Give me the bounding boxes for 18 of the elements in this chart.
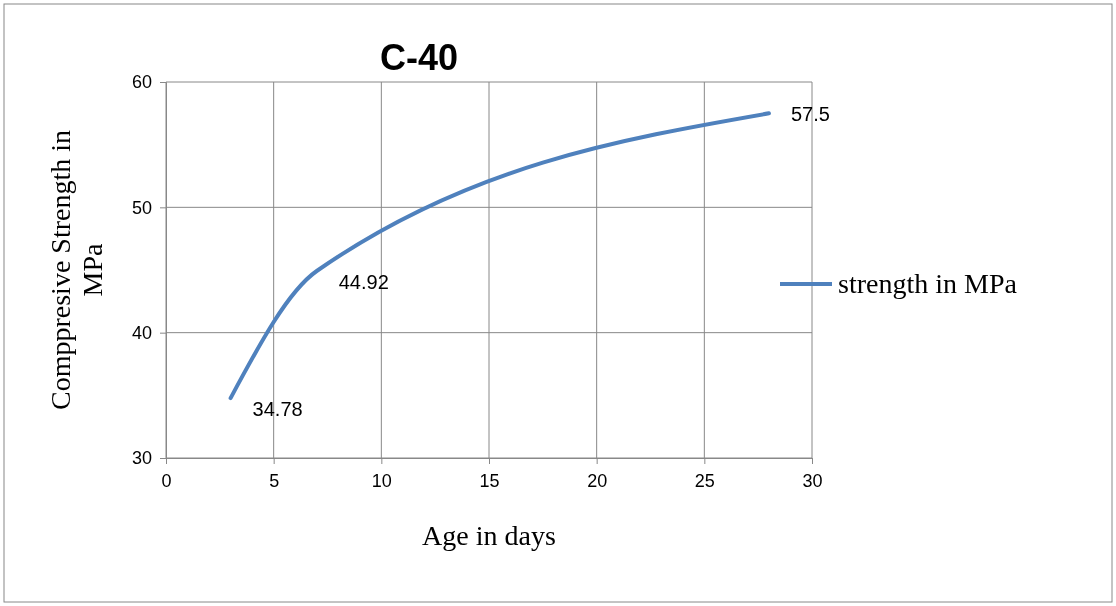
y-axis-title: Comppresive Strength in MPa — [45, 130, 108, 410]
y-tick-label: 60 — [131, 72, 152, 93]
chart-title: C-40 — [379, 37, 459, 78]
x-tick-label: 25 — [694, 470, 715, 491]
x-tick-label: 0 — [161, 470, 172, 491]
y-tick-label: 40 — [131, 322, 152, 343]
data-label: 44.92 — [338, 271, 389, 293]
x-tick-label: 20 — [587, 470, 608, 491]
legend-label: strength in MPa — [838, 268, 1018, 299]
x-tick-label: 5 — [269, 470, 280, 491]
y-tick-label: 50 — [131, 197, 152, 218]
x-tick-label: 15 — [479, 470, 500, 491]
x-tick-label: 10 — [371, 470, 392, 491]
data-label: 57.5 — [790, 103, 830, 126]
y-tick-label: 30 — [131, 448, 152, 469]
x-tick-label: 30 — [802, 470, 823, 491]
data-label: 34.78 — [252, 398, 303, 421]
x-axis-title: Age in days — [422, 520, 556, 551]
